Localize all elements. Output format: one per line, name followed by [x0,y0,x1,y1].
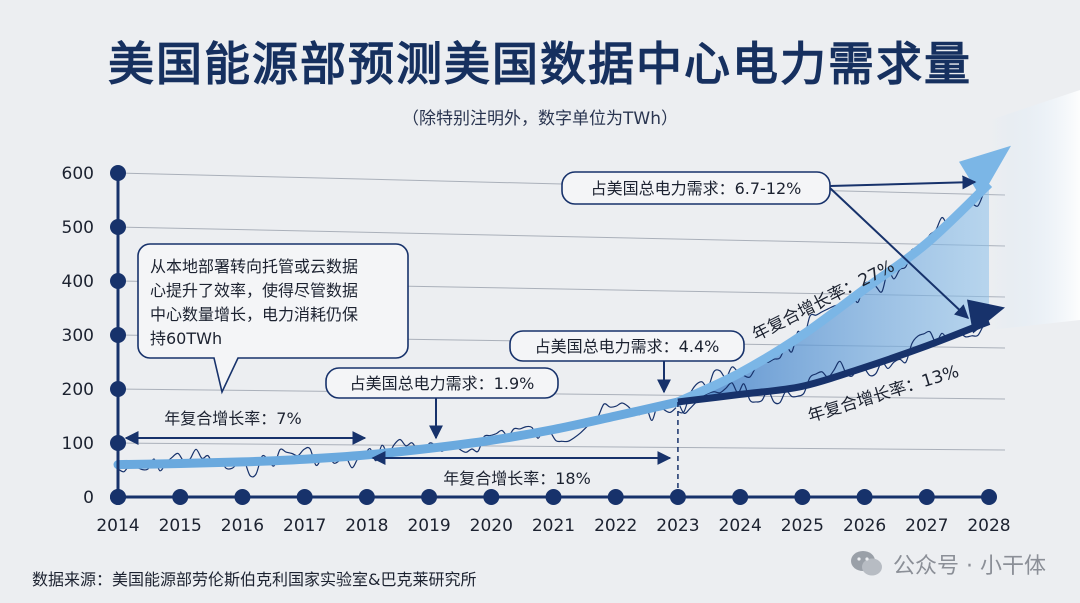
chart-title: 美国能源部预测美国数据中心电力需求量 [108,37,972,91]
x-tick-label: 2028 [967,516,1010,536]
x-tick-label: 2015 [159,516,202,536]
x-tick-label: 2016 [221,516,264,536]
chart-subtitle: （除特别注明外，数字单位为TWh） [402,109,678,129]
x-tick-dot [607,489,624,505]
y-tick-dot [110,165,126,181]
share-2019-label: 占美国总电力需求：1.9% [350,374,535,393]
x-tick-dot [794,489,811,505]
note-bubble [137,243,409,395]
x-tick-label: 2024 [719,516,762,536]
share-2019-label-box [325,367,559,399]
y-tick-label: 600 [62,164,94,184]
low-scenario-arrowhead [967,299,1005,334]
share-2028-label: 占美国总电力需求：6.7-12% [591,179,802,198]
x-tick-dot [981,489,997,505]
y-tick-label: 300 [62,326,94,346]
x-tick-label: 2018 [345,516,388,536]
y-tick-dot [110,381,126,397]
glow-area [990,90,1080,330]
cagr-18-label: 年复合增长率：18% [443,469,591,488]
note-line: 心提升了效率，使得尽管数据 [150,281,358,300]
note-line: 持60TWh [150,329,222,348]
x-tick-label: 2022 [594,516,637,536]
y-tick-label: 400 [62,272,94,292]
cagr-7-label: 年复合增长率：7% [164,409,301,428]
watermark-text: 公众号 · 小干体 [893,554,1046,579]
x-tick-label: 2025 [781,516,824,536]
note-line: 从本地部署转向托管或云数据 [150,257,358,276]
x-tick-dot [110,489,126,505]
y-tick-dot [110,219,126,235]
x-tick-label: 2023 [656,516,699,536]
x-tick-label: 2027 [905,516,948,536]
x-tick-label: 2017 [283,516,326,536]
share-2028-pointer-high [829,175,977,190]
x-tick-label: 2021 [532,516,575,536]
x-tick-dot [296,489,313,505]
y-tick-label: 100 [62,434,94,454]
data-source-note: 数据来源：美国能源部劳伦斯伯克利国家实验室&巴克莱研究所 [32,570,477,589]
share-2023-label: 占美国总电力需求：4.4% [535,337,720,356]
y-tick-label: 500 [62,218,94,238]
forecast-range-area [677,183,989,402]
x-tick-dot [172,489,189,505]
x-tick-label: 2026 [843,516,886,536]
y-tick-dot [110,327,126,343]
low-scenario-trend-line [677,318,991,406]
y-tick-dot [110,273,126,289]
x-tick-dot [732,489,749,505]
share-2028-pointer-low [829,187,970,319]
high-scenario-arrowhead [959,145,1011,198]
x-tick-label: 2014 [96,516,139,536]
note-line: 中心数量增长，电力消耗仍保 [150,305,358,324]
x-tick-dot [669,489,686,505]
x-tick-dot [358,489,375,505]
y-tick-label: 0 [83,488,94,508]
x-tick-dot [918,489,935,505]
x-tick-dot [234,489,251,505]
share-2023-label-box [509,330,745,362]
watermark: 公众号 · 小干体 [849,548,1046,580]
grid-line [117,388,1006,400]
y-tick-dot [110,435,126,451]
grid-line [117,442,1006,451]
x-tick-dot [421,489,438,505]
x-tick-label: 2020 [470,516,513,536]
x-tick-dot [483,489,500,505]
axes: 0 100 200 300 400 500 600 2014 2015 2016 2017 2018 2… [62,164,1011,536]
high-scenario-trend-line [676,180,993,407]
wechat-icon [851,551,883,576]
x-tick-label: 2019 [407,516,450,536]
x-tick-dot [856,489,873,505]
grid-line [117,226,1006,247]
low-scenario-fluctuation-line [677,323,985,414]
y-tick-label: 200 [62,380,94,400]
x-tick-dot [545,489,562,505]
forecast-fan [677,90,1080,402]
